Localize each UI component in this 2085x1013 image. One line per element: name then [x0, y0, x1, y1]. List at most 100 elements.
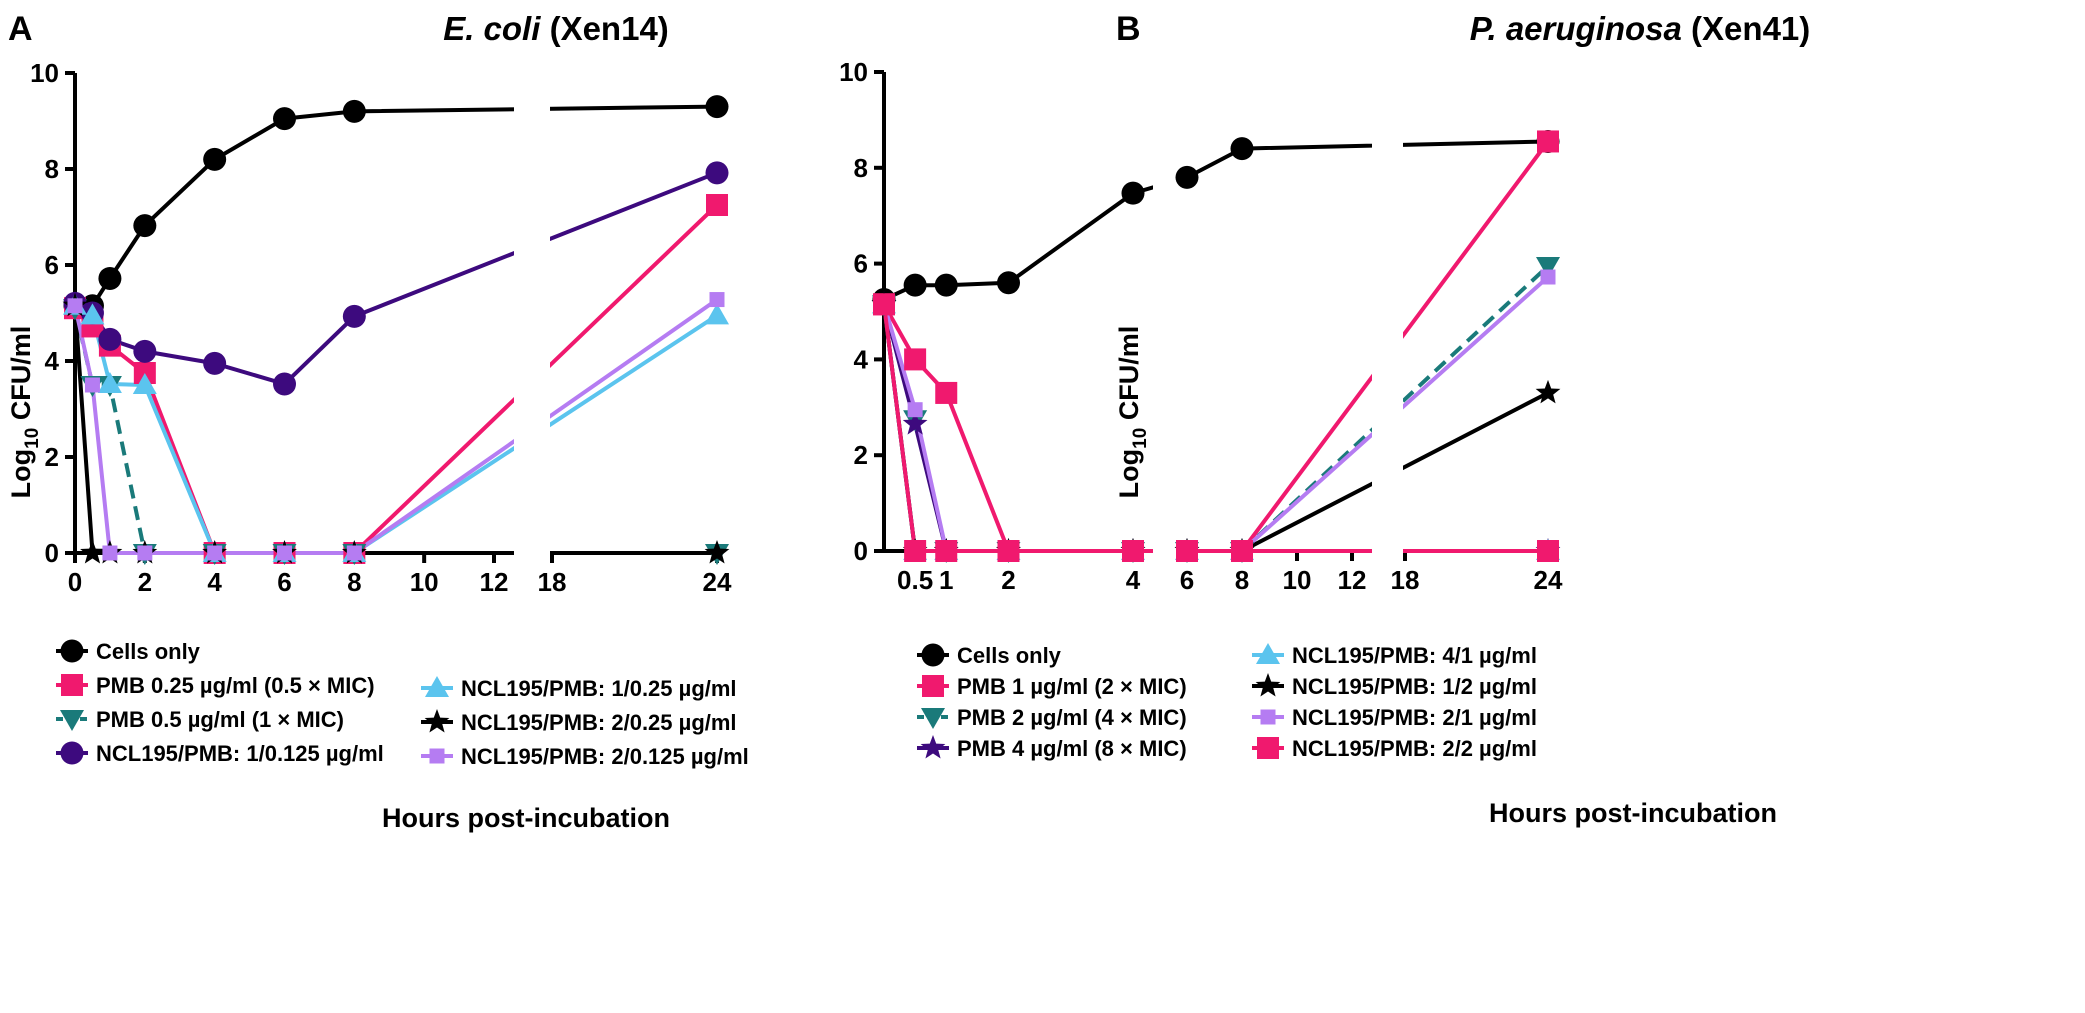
legend-marker: [1260, 709, 1276, 725]
data-point-ncl195-pmb-1-0-25-g-ml-7: [705, 303, 729, 325]
legend-marker: [424, 709, 450, 733]
y-axis-label-b-unit: CFU/ml: [1114, 326, 1144, 428]
series-line-pmb-4-g-ml-8-mic: [882, 303, 1548, 553]
x-tick-label: 18: [1391, 565, 1420, 595]
data-point-cells-only-4: [203, 147, 227, 171]
data-point-cells-only-5: [1175, 165, 1199, 189]
data-point-cells-only-4: [1121, 181, 1145, 205]
y-axis-label-b-sub: 10: [1130, 428, 1151, 449]
x-tick-label: 1: [939, 565, 953, 595]
series-b: [871, 129, 1561, 563]
data-point-ncl195-pmb-2-2-g-ml-1: [904, 540, 927, 562]
legend-item-ncl195-pmb-1-0-25-g-ml: NCL195/PMB: 1/0.25 µg/ml: [421, 676, 737, 701]
data-point-ncl195-pmb-2-0-125-g-ml-1: [84, 377, 100, 393]
x-tick-label: 2: [1001, 565, 1015, 595]
y-axis-label-a-sub: 10: [22, 428, 43, 449]
chart-title-b-species: P. aeruginosa: [1470, 10, 1682, 47]
series-line-ncl195-pmb-2-0-125-g-ml: [73, 297, 719, 555]
legend-marker: [920, 735, 946, 759]
y-tick-label: 8: [45, 154, 59, 184]
x-tick-label: 0: [68, 567, 82, 597]
data-point-ncl195-pmb-1-0-25-g-ml-1: [80, 303, 105, 325]
x-tick-label: 8: [347, 567, 361, 597]
legend-item-ncl195-pmb-2-1-g-ml: NCL195/PMB: 2/1 µg/ml: [1252, 705, 1537, 730]
data-point-cells-only-2: [98, 266, 122, 290]
data-point-ncl195-pmb-2-2-g-ml-5: [1176, 540, 1198, 562]
data-point-ncl195-pmb-1-0-125-g-ml-4: [203, 351, 227, 375]
legend-marker: [1256, 643, 1280, 664]
data-point-ncl195-pmb-1-0-125-g-ml-5: [273, 372, 296, 396]
legend-label: NCL195/PMB: 1/0.125 µg/ml: [96, 741, 384, 766]
y-axis-label-b: Log10 CFU/ml: [1114, 326, 1151, 499]
data-point-ncl195-pmb-2-0-125-g-ml-0: [67, 298, 83, 314]
data-point-ncl195-pmb-2-0-25-g-ml-7: [704, 540, 730, 564]
series-line-ncl195-pmb-1-2-g-ml: [882, 304, 1549, 553]
x-axis-label-a: Hours post-incubation: [382, 803, 670, 833]
legend-marker: [921, 708, 945, 729]
chart-title-a-species: E. coli: [443, 10, 541, 47]
legend-label: NCL195/PMB: 2/1 µg/ml: [1292, 705, 1537, 730]
legend-label: Cells only: [96, 639, 201, 664]
series-line-ncl195-pmb-1-0-25-g-ml: [74, 304, 719, 555]
x-tick-label: 6: [277, 567, 291, 597]
data-point-ncl195-pmb-2-0-125-g-ml-2: [102, 545, 118, 561]
legend-item-pmb-4-g-ml-8-mic: PMB 4 µg/ml (8 × MIC): [917, 735, 1187, 761]
x-tick-label: 10: [410, 567, 439, 597]
data-point-pmb-1-g-ml-2-mic-2: [935, 381, 958, 404]
legend-marker: [425, 676, 449, 697]
y-tick-label: 0: [45, 538, 59, 568]
legend-label: NCL195/PMB: 4/1 µg/ml: [1292, 643, 1537, 668]
panel-b: B P. aeruginosa (Xen41) Log10 CFU/ml Hou…: [839, 10, 1810, 828]
x-tick-label: 10: [1283, 565, 1312, 595]
x-tick-label: 4: [1126, 565, 1141, 595]
legend-label: PMB 2 µg/ml (4 × MIC): [957, 705, 1187, 730]
legend-label: PMB 4 µg/ml (8 × MIC): [957, 736, 1187, 761]
data-point-cells-only-3: [133, 214, 157, 238]
series-line-ncl195-pmb-2-1-g-ml: [882, 275, 1550, 553]
chart-title-a: E. coli (Xen14): [443, 10, 669, 47]
data-point-cells-only-3: [997, 271, 1020, 295]
data-point-cells-only-6: [1230, 137, 1254, 161]
legend-marker: [60, 639, 84, 663]
series-line-ncl195-pmb-2-0-25-g-ml: [73, 305, 717, 555]
legend-item-pmb-0-25-g-ml-0-5-mic: PMB 0.25 µg/ml (0.5 × MIC): [56, 673, 375, 698]
data-point-ncl195-pmb-2-0-125-g-ml-5: [277, 545, 292, 561]
y-tick-label: 8: [854, 153, 868, 183]
x-tick-label: 18: [538, 567, 567, 597]
x-tick-label: 4: [207, 567, 222, 597]
series-line-pmb-0-5-g-ml-1-mic: [73, 307, 717, 555]
y-tick-label: 2: [854, 440, 868, 470]
data-point-ncl195-pmb-2-2-g-ml-0: [873, 293, 895, 316]
data-point-ncl195-pmb-2-0-125-g-ml-7: [709, 292, 725, 308]
x-tick-label: 2: [138, 567, 152, 597]
legend-item-pmb-0-5-g-ml-1-mic: PMB 0.5 µg/ml (1 × MIC): [56, 707, 344, 732]
x-tick-label: 12: [480, 567, 509, 597]
legend-label: NCL195/PMB: 1/2 µg/ml: [1292, 674, 1537, 699]
data-point-ncl195-pmb-2-2-g-ml-4: [1122, 540, 1144, 562]
x-tick-label: 24: [703, 567, 732, 597]
data-point-ncl195-pmb-2-0-25-g-ml-1: [80, 540, 105, 564]
data-point-ncl195-pmb-1-2-g-ml-7: [1535, 379, 1561, 404]
legend-label: Cells only: [957, 643, 1062, 668]
data-point-ncl195-pmb-2-2-g-ml-6: [1231, 540, 1253, 562]
x-tick-label: 8: [1235, 565, 1249, 595]
series-line-ncl195-pmb-1-0-125-g-ml: [74, 170, 718, 386]
series-line-ncl195-pmb-2-2-g-ml: [882, 304, 1548, 553]
data-point-cells-only-1: [903, 273, 927, 297]
series-line-cells-only: [75, 104, 718, 308]
series-line-pmb-1-g-ml-2-mic: [882, 140, 1550, 553]
panel-a: A E. coli (Xen14) Log10 CFU/ml Hours pos…: [6, 10, 749, 833]
legend-marker: [921, 643, 945, 667]
data-point-ncl195-pmb-2-0-125-g-ml-3: [137, 545, 153, 561]
y-tick-label: 4: [45, 346, 60, 376]
legend-item-ncl195-pmb-2-0-125-g-ml: NCL195/PMB: 2/0.125 µg/ml: [421, 744, 749, 769]
data-point-ncl195-pmb-1-0-25-g-ml-3: [132, 373, 157, 394]
y-tick-label: 2: [45, 442, 59, 472]
legend-marker: [60, 741, 84, 765]
y-axis-label-a-log: Log: [6, 449, 36, 498]
data-point-ncl195-pmb-1-0-125-g-ml-2: [98, 327, 122, 351]
y-axis-label-a: Log10 CFU/ml: [6, 326, 43, 499]
x-axis-label-b: Hours post-incubation: [1489, 798, 1777, 828]
y-tick-label: 10: [30, 58, 59, 88]
